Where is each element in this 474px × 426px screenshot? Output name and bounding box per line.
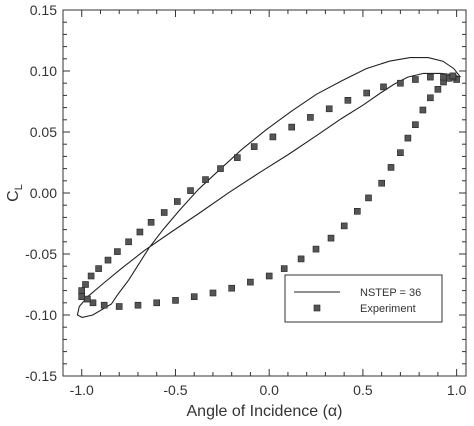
experiment-point [288,123,296,131]
x-tick-label: -1.0 [70,382,94,398]
experiment-point [153,299,160,307]
experiment-point [434,86,442,93]
experiment-point [427,73,434,81]
y-axis-title-subscript: L [13,184,25,190]
experiment-point [387,164,395,171]
svg-text:CL: CL [5,184,25,202]
series-points [78,72,460,310]
experiment-point [202,176,209,183]
y-tick-label: -0.10 [25,307,57,323]
experiment-point [134,301,142,309]
experiment-point [174,198,181,205]
experiment-point [209,289,217,297]
y-tick-label: -0.15 [25,368,57,384]
experiment-point [325,105,333,113]
experiment-point [250,143,258,150]
experiment-point [378,179,386,187]
y-tick-label: 0.10 [30,63,57,79]
experiment-point [440,73,447,81]
legend-box [284,274,443,323]
x-tick-label: 0.5 [353,382,373,398]
y-axis-title-main: C [5,190,22,202]
experiment-point [78,293,85,301]
experiment-point [190,293,198,301]
x-axis-title: Angle of Incidence (α) [187,403,343,420]
experiment-point [84,295,91,303]
experiment-point [95,265,102,272]
experiment-point [269,133,277,141]
experiment-point [265,272,273,280]
experiment-point [280,265,288,272]
experiment-point [187,187,194,194]
x-tick-label: 0.0 [259,382,279,398]
experiment-point [82,281,89,288]
experiment-point [412,121,419,128]
y-tick-label: 0.05 [30,124,57,140]
series-lines [76,57,461,318]
experiment-point [115,303,123,310]
experiment-point [87,272,95,280]
experiment-point [419,106,427,114]
y-axis-title: CL [5,184,25,202]
experiment-point [234,154,241,161]
experiment-point [380,83,387,91]
series-line-nstep [76,57,461,318]
legend-marker-swatch [313,304,321,312]
legend: NSTEP = 36 Experiment [284,274,443,323]
experiment-point [312,245,320,253]
y-tick-label: 0.15 [30,2,57,18]
experiment-point [365,194,372,202]
experiment-point [344,97,352,104]
experiment-point [363,89,371,97]
experiment-point [228,284,235,292]
experiment-point [147,219,155,226]
x-tick-label: -0.5 [163,382,187,398]
experiment-point [125,238,132,246]
experiment-point [307,114,314,121]
legend-label-nstep: NSTEP = 36 [360,287,421,299]
legend-label-experiment: Experiment [360,303,416,315]
x-tick-label: 1.0 [447,382,467,398]
y-tick-label: 0.00 [30,185,57,201]
experiment-point [217,165,224,172]
experiment-point [160,209,168,216]
experiment-point [114,248,121,255]
experiment-point [404,134,412,142]
axis-ticks: -1.0 -0.5 0.0 0.5 1.0 -0.15 -0.10 -0.05 0.00 0.05… [25,2,466,398]
experiment-point [136,228,144,236]
experiment-point [397,149,404,156]
experiment-point [327,234,335,242]
experiment-point [412,76,419,83]
y-tick-label: -0.05 [25,246,57,262]
experiment-point [449,72,457,80]
experiment-point [100,301,108,309]
experiment-point [78,287,85,294]
experiment-point [172,297,179,304]
experiment-point [353,208,361,215]
experiment-point [397,79,404,87]
experiment-point [427,94,434,102]
experiment-point [89,299,97,307]
experiment-point [104,256,112,264]
experiment-point [247,278,254,286]
experiment-point [297,255,305,263]
experiment-point [340,222,348,230]
